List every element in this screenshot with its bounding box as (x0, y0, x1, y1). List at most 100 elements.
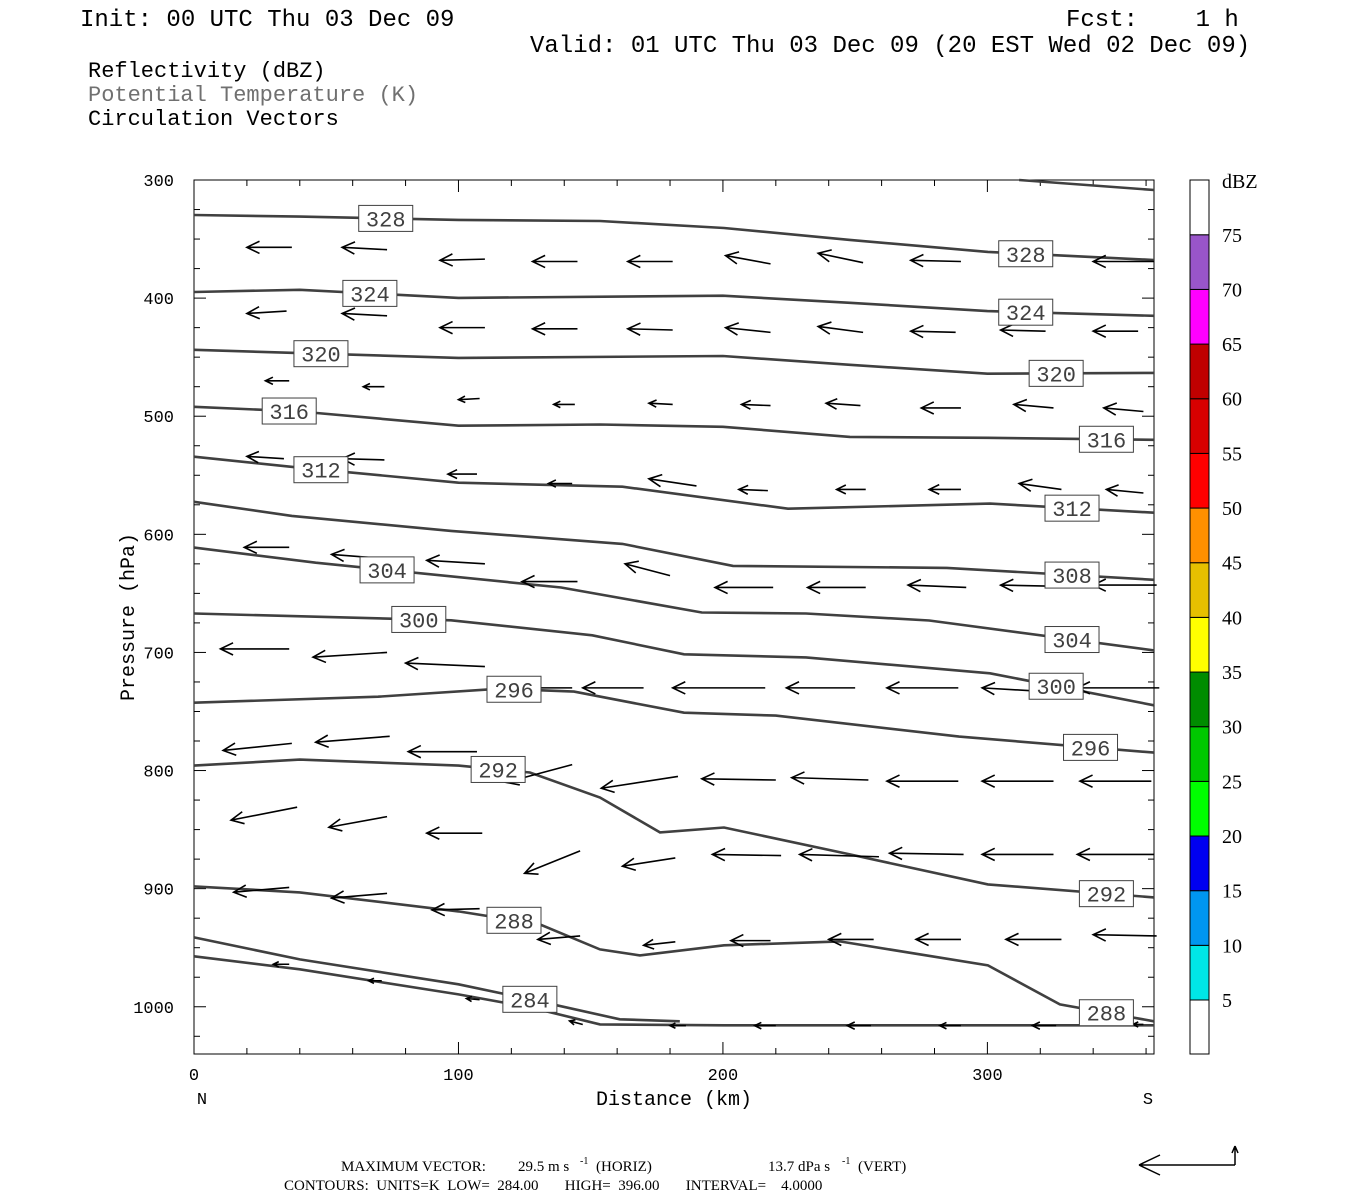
circulation-vector (623, 560, 671, 577)
theta-contour-320 (193, 348, 1155, 376)
contour-label-box (293, 340, 349, 368)
theta-contour-304 (193, 546, 1155, 652)
colorbar-swatch (1189, 944, 1210, 1001)
colorbar-swatch (1189, 726, 1210, 782)
colorbar-swatch (1189, 343, 1210, 400)
circulation-vector (366, 977, 382, 985)
circulation-vector (245, 240, 292, 255)
contour-label-box (486, 906, 542, 934)
circulation-vector (919, 401, 961, 415)
contour-label-text: 292 (1087, 884, 1127, 909)
contour-label-text: 284 (510, 989, 550, 1014)
y-tick-label: 600 (143, 527, 174, 546)
colorbar-label: 40 (1222, 607, 1242, 629)
y-tick-label: 800 (143, 764, 174, 783)
circulation-vector (599, 775, 679, 794)
circulation-vector (699, 772, 776, 786)
contour-label-text: 328 (366, 208, 406, 233)
contour-label-box (261, 397, 317, 425)
contour-label-text: 296 (494, 679, 534, 704)
circulation-vector (784, 681, 856, 695)
circulation-vector (937, 1021, 961, 1030)
circulation-vector (620, 857, 676, 872)
contour-label-text: 312 (1052, 498, 1092, 523)
circulation-vector (908, 253, 961, 268)
circulation-vector (1075, 847, 1154, 862)
circulation-vector (729, 933, 771, 948)
circulation-vector (1017, 478, 1062, 492)
reference-vector-icon (1138, 1145, 1239, 1176)
init-time: Init: 00 UTC Thu 03 Dec 09 (80, 7, 454, 34)
theta-contour-296 (193, 687, 1155, 754)
contour-label: 296 (486, 675, 542, 704)
circulation-vector (329, 890, 388, 904)
contour-label-box (1044, 494, 1100, 522)
circulation-vector (464, 995, 480, 1003)
circulation-vector (752, 1021, 776, 1030)
max-vector-vert: 13.7 dPa s (768, 1159, 830, 1175)
circulation-vector (430, 902, 480, 917)
contour-label-text: 288 (1087, 1003, 1127, 1028)
x-end-label-north: N (197, 1091, 207, 1110)
circulation-vector (271, 960, 290, 968)
circulation-vector (710, 847, 782, 862)
colorbar-label: 55 (1222, 443, 1242, 465)
colorbar-label: 20 (1222, 826, 1242, 848)
colorbar-title: dBZ (1222, 171, 1258, 193)
max-vector-vert-tag: (VERT) (858, 1159, 906, 1175)
colorbar-swatch (1189, 179, 1210, 236)
circulation-vector (647, 473, 697, 488)
circulation-vector (551, 400, 575, 409)
circulation-vector (446, 468, 477, 480)
circulation-vector (927, 483, 961, 495)
circulation-vector (424, 826, 483, 840)
circulation-vector (625, 322, 673, 336)
y-tick-label: 900 (143, 882, 174, 901)
circulation-vector (218, 642, 290, 656)
contour-label: 292 (470, 755, 526, 784)
colorbar-swatch (1189, 452, 1210, 509)
circulation-vector (1091, 254, 1154, 269)
circulation-vector (1104, 484, 1144, 497)
y-tick-label: 300 (143, 173, 174, 192)
contour-label-box (1078, 999, 1134, 1027)
contour-label-text: 316 (269, 401, 309, 426)
theta-contour-300 (193, 612, 1155, 707)
circulation-vector (231, 884, 290, 898)
colorbar-swatch (1189, 999, 1210, 1055)
contour-label: 320 (1028, 359, 1084, 388)
contour-label: 324 (998, 298, 1054, 327)
colorbar-label: 30 (1222, 717, 1242, 739)
circulation-vector (327, 815, 388, 832)
contour-label: 288 (486, 906, 542, 935)
contour-label-text: 292 (478, 759, 518, 784)
circulation-vector (998, 323, 1046, 338)
circulation-vector (824, 397, 861, 410)
theta-contour-316 (193, 405, 1155, 442)
circulation-vector (1004, 932, 1062, 947)
colorbar-label: 45 (1222, 553, 1242, 575)
contour-label-text: 308 (1052, 565, 1092, 590)
circulation-vector (530, 322, 578, 336)
colorbar-label: 10 (1222, 935, 1242, 957)
x-tick-label: 0 (189, 1067, 199, 1086)
contour-label-text: 296 (1071, 737, 1111, 762)
colorbar: 5 10 15 20 25 30 35 40 45 50 55 60 65 70 75 (1189, 179, 1242, 1055)
contour-label: 312 (293, 456, 349, 485)
theta-contour-288 (193, 885, 1155, 1023)
contour-label: 296 (1063, 733, 1119, 762)
circulation-vector (739, 399, 771, 410)
circulation-vector (245, 450, 284, 464)
circulation-vector (229, 806, 298, 825)
theta-contour-332 (1019, 178, 1155, 192)
contour-label: 288 (1078, 999, 1134, 1028)
contour-label-box (342, 279, 398, 307)
y-axis-label: Pressure (hPa) (118, 533, 141, 701)
contour-label-box (1044, 561, 1100, 589)
circulation-vector (906, 578, 967, 593)
contour-label-text: 320 (1036, 363, 1076, 388)
circulation-vector (1091, 324, 1139, 338)
contour-label-text: 304 (1052, 630, 1092, 655)
circulation-vector (713, 580, 774, 595)
